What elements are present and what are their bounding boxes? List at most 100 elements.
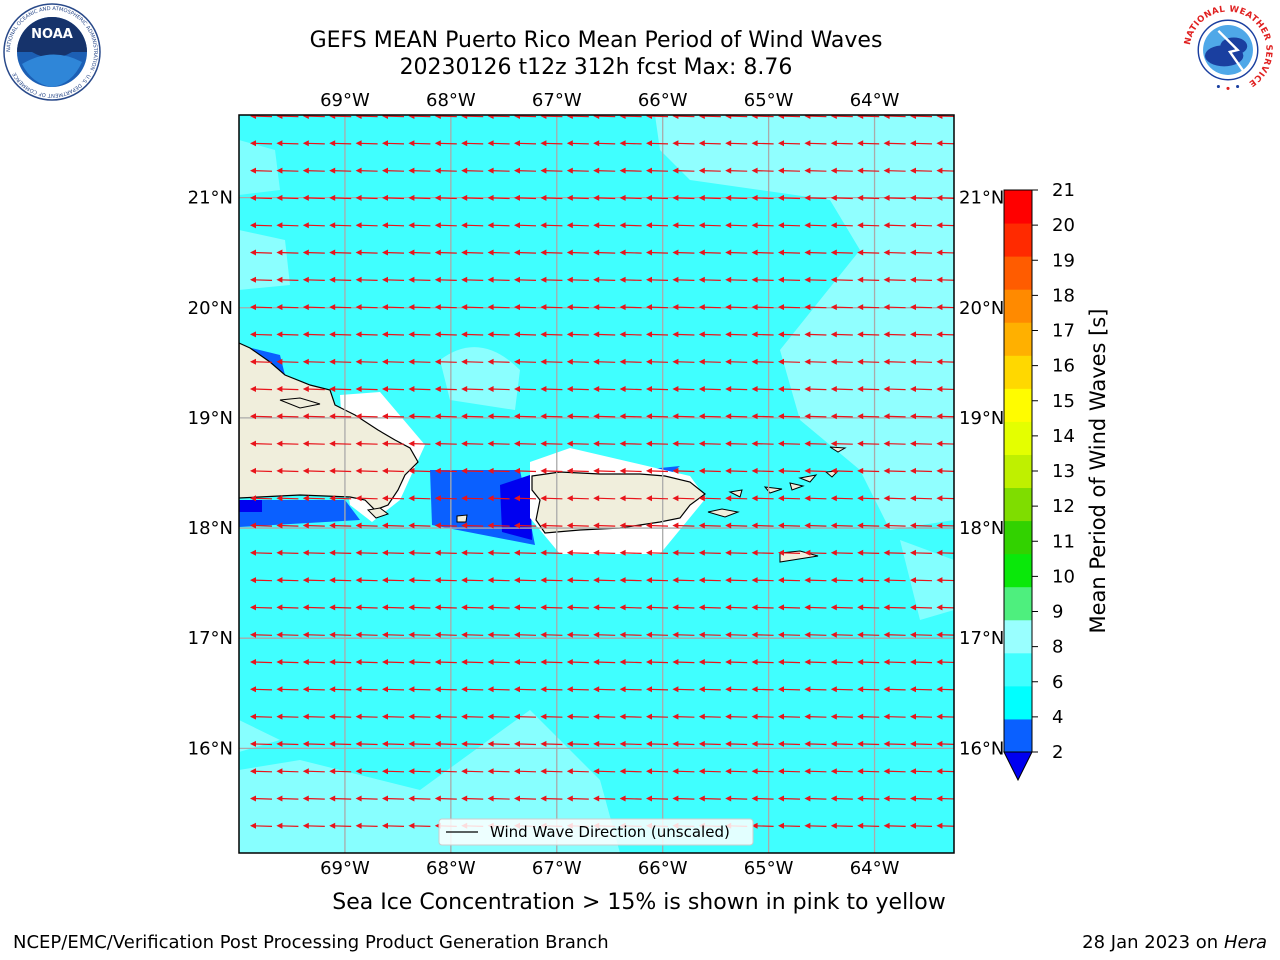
wave-direction-arrow [276,795,299,802]
colorbar-bin [1004,652,1032,687]
wave-direction-arrow [514,194,537,201]
wave-direction-arrow [619,140,642,147]
wave-direction-arrow [751,686,774,693]
wave-direction-arrow [355,522,378,529]
colorbar-tick-label: 10 [1052,566,1075,587]
wave-direction-arrow [566,549,589,556]
wave-direction-arrow [566,386,589,392]
wave-direction-arrow [540,604,563,611]
latitude-label: 20°N [188,298,233,319]
wave-direction-arrow [487,522,510,529]
wave-direction-arrow [487,740,510,747]
wave-direction-arrow [698,167,721,174]
wave-direction-arrow [302,194,325,201]
wave-direction-arrow [751,795,774,802]
wave-direction-arrow [672,495,695,502]
wave-direction-arrow [276,495,299,502]
colorbar-bin [1004,256,1032,290]
wave-direction-arrow [250,659,273,665]
wave-direction-arrow [698,577,721,584]
wave-direction-arrow [382,386,405,392]
wave-direction-arrow [804,577,827,584]
wave-direction-arrow [566,604,589,611]
wave-direction-arrow [883,413,906,420]
wave-direction-arrow [276,522,299,529]
wave-direction-arrow [408,522,431,529]
wave-direction-arrow [778,140,801,147]
wave-direction-arrow [672,713,695,720]
wave-direction-arrow [276,631,299,638]
wave-direction-arrow [910,768,933,775]
colorbar: 2 4 6 8 9 10 11 12 13 14 15 16 17 18 19 20 21 Mean Perio… [1003,180,1110,782]
wave-direction-arrow [276,577,299,584]
vieques-island [707,508,740,518]
wave-direction-arrow [566,659,589,665]
wave-direction-arrow [434,604,457,611]
wave-direction-arrow [857,276,880,283]
wave-direction-arrow [566,686,589,693]
wave-direction-arrow [778,549,801,556]
longitude-label: 65°W [744,858,794,879]
wave-direction-arrow [593,795,616,802]
wave-direction-arrow [804,386,827,392]
wave-direction-arrow [778,194,801,201]
wave-direction-arrow [619,304,642,311]
wave-direction-arrow [461,115,484,119]
wave-direction-arrow [883,440,906,447]
wave-direction-arrow [593,331,616,338]
latitude-label: 16°N [959,738,1004,759]
wave-direction-arrow [936,276,954,283]
colorbar-tick-label: 2 [1052,742,1063,763]
wave-direction-arrow [830,386,853,392]
wave-direction-arrow [725,331,748,338]
wave-direction-arrow [514,740,537,747]
wave-direction-arrow [778,115,801,119]
wave-direction-arrow [514,549,537,556]
wave-direction-arrow [751,331,774,338]
colorbar-under-triangle [1003,751,1033,782]
wave-direction-arrow [619,577,642,584]
wave-direction-arrow [540,768,563,775]
wave-direction-arrow [408,358,431,365]
wave-direction-arrow [751,713,774,720]
wave-direction-arrow [434,167,457,174]
wave-direction-arrow [725,495,748,502]
wave-direction-arrow [672,549,695,556]
colorbar-tick-label: 4 [1052,707,1063,728]
wave-direction-arrow [619,194,642,201]
wave-direction-arrow [778,604,801,611]
wave-direction-arrow [804,222,827,229]
wave-direction-arrow [355,713,378,720]
wave-direction-arrow [883,822,906,829]
wave-direction-arrow [698,795,721,802]
colorbar-bin [1004,553,1032,588]
wave-direction-arrow [329,822,352,829]
wave-direction-arrow [910,740,933,747]
wave-direction-arrow [382,631,405,638]
wave-direction-arrow [910,167,933,174]
wave-direction-arrow [857,115,880,119]
wave-direction-arrow [382,604,405,611]
wave-direction-arrow [672,413,695,420]
wave-direction-arrow [883,495,906,502]
wave-direction-arrow [936,304,954,311]
longitude-label: 66°W [638,90,688,111]
wave-direction-arrow [434,222,457,229]
wave-direction-arrow [778,522,801,529]
wave-direction-arrow [936,194,954,201]
wave-direction-arrow [355,194,378,201]
wave-direction-arrow [672,631,695,638]
wave-direction-arrow [487,686,510,693]
wave-direction-arrow [540,713,563,720]
wave-direction-arrow [566,304,589,311]
wave-direction-arrow [382,495,405,502]
wave-direction-arrow [883,249,906,256]
wave-direction-arrow [382,167,405,174]
wave-direction-arrow [830,304,853,311]
wave-direction-arrow [355,631,378,638]
wave-direction-arrow [487,222,510,229]
wave-direction-arrow [725,577,748,584]
wave-direction-arrow [540,413,563,420]
wave-direction-arrow [276,822,299,829]
wave-direction-arrow [355,604,378,611]
